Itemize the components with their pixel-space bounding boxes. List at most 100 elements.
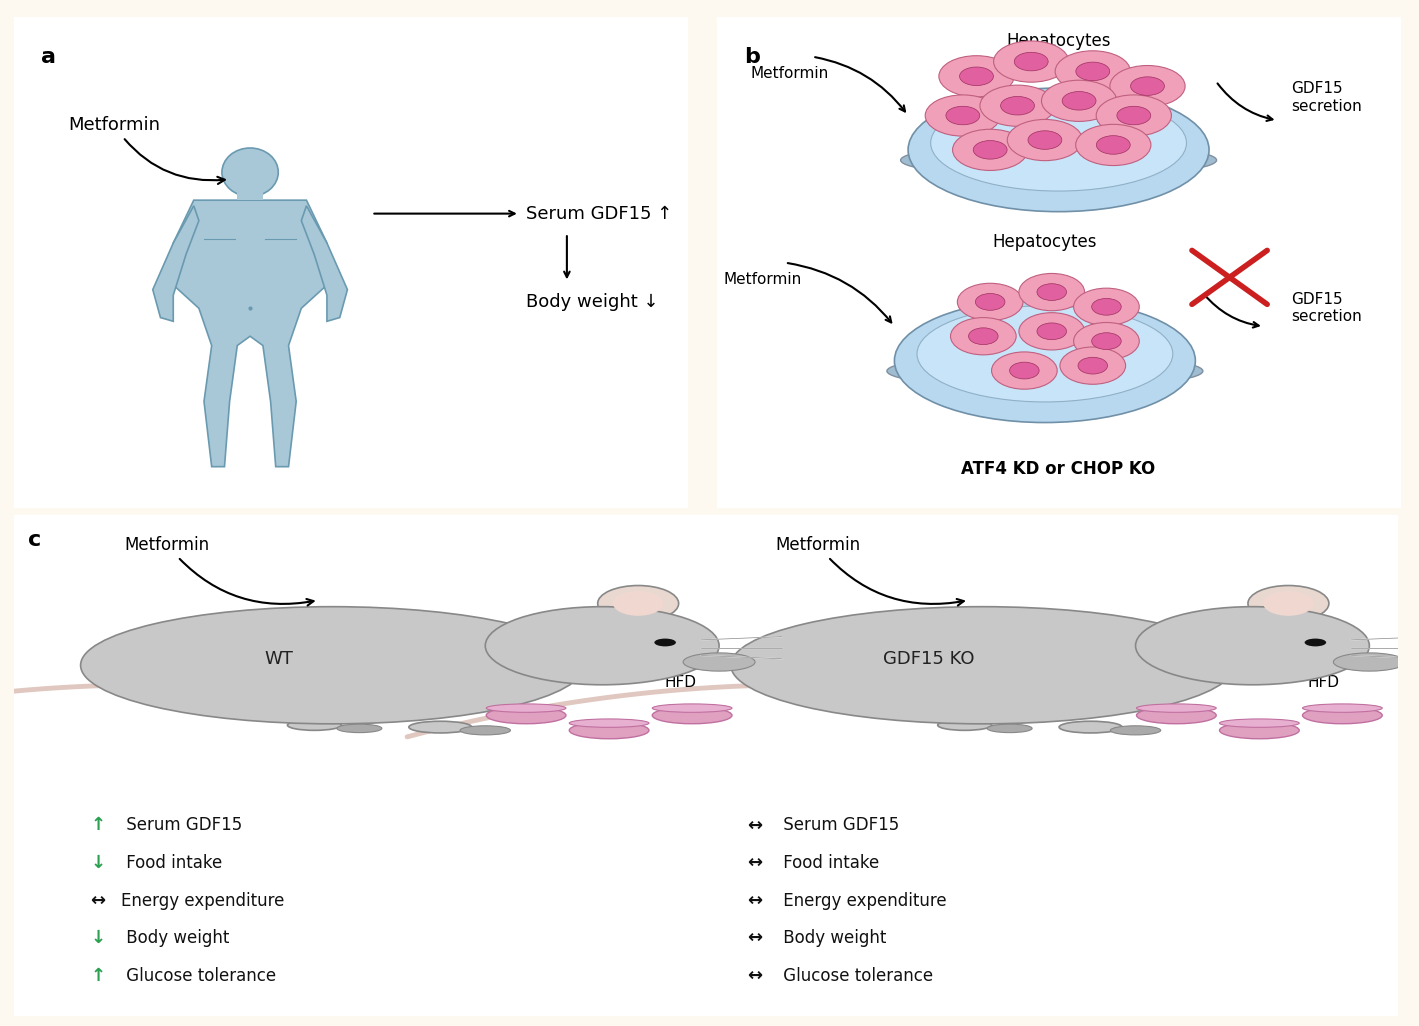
Text: a: a: [41, 47, 57, 67]
Ellipse shape: [1078, 357, 1108, 374]
Ellipse shape: [1263, 591, 1314, 616]
Text: ↓: ↓: [91, 854, 105, 872]
Text: HFD: HFD: [1308, 675, 1340, 690]
Text: ↔: ↔: [748, 854, 762, 872]
Ellipse shape: [1076, 124, 1151, 165]
Ellipse shape: [973, 141, 1007, 159]
Ellipse shape: [975, 293, 1005, 310]
Ellipse shape: [653, 704, 732, 712]
FancyBboxPatch shape: [0, 510, 1412, 1021]
Ellipse shape: [654, 638, 675, 646]
Text: Metformin: Metformin: [724, 273, 802, 287]
Text: ↔: ↔: [748, 817, 762, 834]
Polygon shape: [153, 206, 199, 321]
Polygon shape: [237, 191, 263, 200]
Ellipse shape: [1015, 52, 1049, 71]
Ellipse shape: [81, 606, 585, 723]
Polygon shape: [167, 200, 332, 467]
Ellipse shape: [1063, 91, 1095, 110]
Text: ↔: ↔: [748, 966, 762, 985]
Ellipse shape: [1135, 606, 1369, 684]
Ellipse shape: [908, 88, 1209, 211]
Ellipse shape: [613, 591, 663, 616]
Text: Metformin: Metformin: [775, 537, 964, 605]
Ellipse shape: [1037, 284, 1067, 301]
Ellipse shape: [1019, 313, 1084, 350]
Ellipse shape: [992, 352, 1057, 389]
Text: ATF4 KD or CHOP KO: ATF4 KD or CHOP KO: [962, 461, 1155, 478]
Ellipse shape: [1110, 66, 1185, 107]
Ellipse shape: [951, 318, 1016, 355]
Ellipse shape: [1037, 323, 1067, 340]
Ellipse shape: [1091, 332, 1121, 350]
Ellipse shape: [939, 55, 1015, 96]
Text: GDF15
secretion: GDF15 secretion: [1291, 81, 1362, 114]
Text: Metformin: Metformin: [68, 116, 224, 184]
Ellipse shape: [1219, 722, 1300, 739]
Ellipse shape: [1097, 135, 1130, 154]
Ellipse shape: [1137, 707, 1216, 723]
Text: Glucose tolerance: Glucose tolerance: [778, 966, 934, 985]
Ellipse shape: [569, 719, 648, 727]
Ellipse shape: [1303, 704, 1382, 712]
Ellipse shape: [969, 328, 998, 345]
Ellipse shape: [1219, 719, 1300, 727]
Text: ↑: ↑: [91, 966, 105, 985]
Text: Body weight: Body weight: [778, 930, 887, 947]
Ellipse shape: [958, 283, 1023, 320]
Text: ↔: ↔: [748, 892, 762, 910]
Ellipse shape: [959, 67, 993, 85]
FancyBboxPatch shape: [710, 12, 1408, 513]
Ellipse shape: [1027, 130, 1061, 150]
Ellipse shape: [1060, 347, 1125, 385]
Ellipse shape: [1304, 638, 1327, 646]
Text: Serum GDF15 ↑: Serum GDF15 ↑: [526, 204, 673, 223]
Text: Serum GDF15: Serum GDF15: [121, 817, 243, 834]
Ellipse shape: [597, 586, 678, 622]
Ellipse shape: [946, 107, 979, 125]
Ellipse shape: [1334, 653, 1405, 671]
FancyBboxPatch shape: [7, 12, 695, 513]
Ellipse shape: [1074, 322, 1139, 360]
Ellipse shape: [901, 143, 1216, 177]
Ellipse shape: [1056, 51, 1131, 92]
Text: Body weight: Body weight: [121, 930, 228, 947]
Ellipse shape: [487, 707, 566, 723]
Text: Food intake: Food intake: [121, 854, 221, 872]
Text: Glucose tolerance: Glucose tolerance: [121, 966, 275, 985]
Ellipse shape: [993, 41, 1069, 82]
Ellipse shape: [569, 722, 648, 739]
Ellipse shape: [1042, 80, 1117, 121]
Ellipse shape: [653, 707, 732, 723]
Text: Metformin: Metformin: [125, 537, 314, 605]
Ellipse shape: [1091, 299, 1121, 315]
Ellipse shape: [1131, 77, 1165, 95]
Ellipse shape: [731, 606, 1235, 723]
Ellipse shape: [952, 129, 1027, 170]
Ellipse shape: [1247, 586, 1328, 622]
Text: ↔: ↔: [91, 892, 105, 910]
Ellipse shape: [288, 720, 342, 731]
Text: c: c: [28, 530, 41, 550]
Ellipse shape: [938, 720, 992, 731]
Ellipse shape: [1019, 274, 1084, 311]
Ellipse shape: [981, 85, 1056, 126]
Ellipse shape: [336, 724, 382, 733]
Ellipse shape: [931, 95, 1186, 191]
Text: Food intake: Food intake: [778, 854, 880, 872]
Ellipse shape: [485, 606, 719, 684]
Text: Body weight ↓: Body weight ↓: [526, 292, 658, 311]
Ellipse shape: [1137, 704, 1216, 712]
Ellipse shape: [925, 95, 1000, 136]
Ellipse shape: [917, 306, 1172, 402]
Ellipse shape: [1303, 707, 1382, 723]
Polygon shape: [301, 206, 348, 321]
Text: Energy expenditure: Energy expenditure: [121, 892, 284, 910]
Text: HFD: HFD: [664, 675, 697, 690]
Ellipse shape: [1009, 362, 1039, 379]
Text: ↓: ↓: [91, 930, 105, 947]
Text: ↑: ↑: [91, 817, 105, 834]
Ellipse shape: [1117, 107, 1151, 125]
Ellipse shape: [887, 354, 1203, 388]
Ellipse shape: [487, 704, 566, 712]
